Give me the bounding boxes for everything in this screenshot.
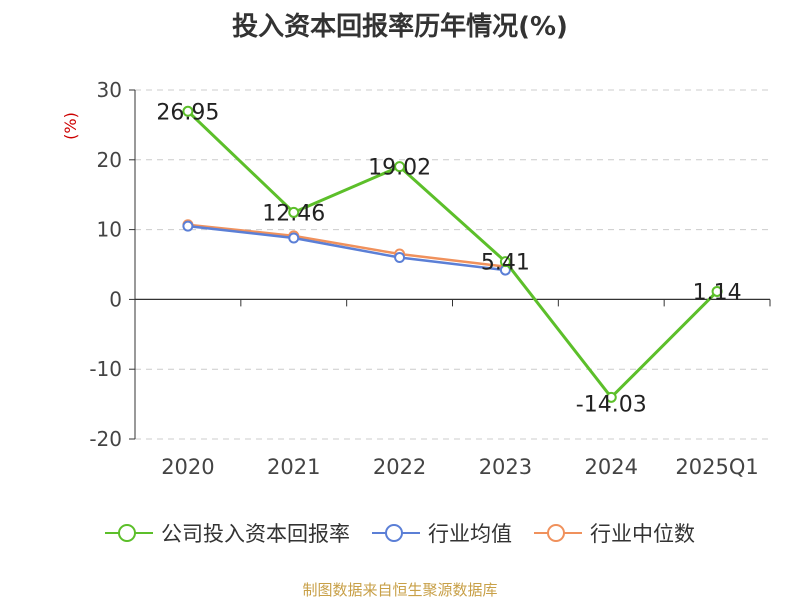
series-line	[186, 110, 719, 399]
data-point	[288, 206, 300, 218]
data-point	[499, 256, 511, 268]
y-tick-label: 20	[97, 148, 122, 172]
data-label: 12.46	[262, 201, 325, 226]
data-labels: 26.95 12.46 19.02 5.41 -14.03 1.14	[156, 100, 741, 417]
series-line	[187, 223, 506, 268]
y-tick-label: -10	[89, 357, 122, 381]
legend-item-industry-median[interactable]: 行业中位数	[534, 518, 695, 548]
series-lines	[182, 105, 723, 403]
legend-swatch-industry-median	[534, 523, 582, 543]
grid-lines	[135, 89, 770, 440]
chart-legend: 公司投入资本回报率 行业均值 行业中位数	[0, 518, 800, 548]
data-point	[394, 252, 406, 264]
x-tick-label: 2023	[479, 455, 532, 479]
data-point	[711, 285, 723, 297]
axes: 30 20 10 0 -10 -20 2020 2021 2022 2023 2024 2025Q1	[89, 78, 771, 479]
legend-swatch-industry-average	[372, 523, 420, 543]
data-point	[182, 220, 194, 232]
legend-item-industry-average[interactable]: 行业均值	[372, 518, 512, 548]
x-tick-label: 2020	[161, 455, 214, 479]
data-label: 19.02	[368, 156, 431, 181]
data-point	[288, 232, 300, 244]
legend-label-industry-average: 行业均值	[428, 522, 512, 546]
x-tick-label: 2024	[585, 455, 638, 479]
data-label: 26.95	[156, 100, 219, 125]
data-label: 5.41	[481, 251, 530, 276]
legend-label-industry-median: 行业中位数	[590, 522, 695, 546]
data-label: 1.14	[693, 280, 742, 305]
data-label: -14.03	[576, 392, 647, 417]
y-axis-unit-label: (%)	[61, 112, 80, 140]
legend-item-company[interactable]: 公司投入资本回报率	[105, 518, 350, 548]
y-tick-label: 30	[97, 78, 122, 102]
x-tick-label: 2025Q1	[675, 455, 758, 479]
legend-swatch-company	[105, 523, 153, 543]
series-line	[187, 224, 506, 272]
data-point	[182, 105, 194, 117]
y-tick-label: -20	[89, 427, 122, 451]
x-tick-label: 2021	[267, 455, 320, 479]
x-tick-label: 2022	[373, 455, 426, 479]
data-point	[605, 391, 617, 403]
data-source-note: 制图数据来自恒生聚源数据库	[302, 581, 498, 599]
data-point	[394, 161, 406, 173]
legend-label-company: 公司投入资本回报率	[161, 522, 350, 546]
y-tick-label: 10	[97, 218, 122, 242]
y-tick-label: 0	[109, 287, 122, 311]
chart-title: 投入资本回报率历年情况(%)	[232, 12, 568, 42]
